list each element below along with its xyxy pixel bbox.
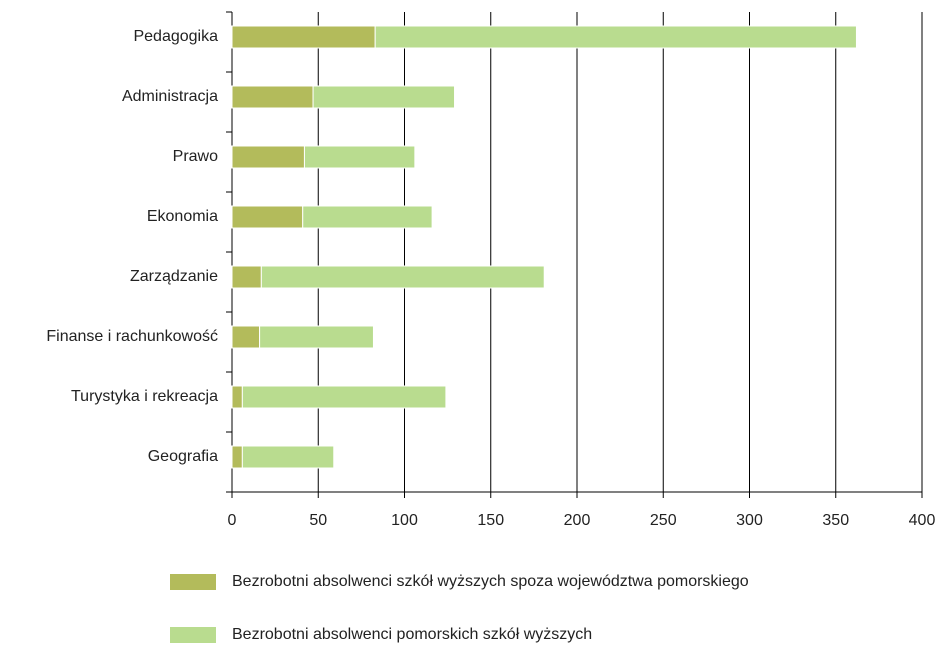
x-tick-label: 350 (822, 512, 849, 529)
x-tick-label: 0 (228, 512, 237, 529)
x-tick-label: 200 (564, 512, 591, 529)
legend-label: Bezrobotni absolwenci pomorskich szkół w… (232, 626, 592, 643)
y-tick-label: Pedagogika (133, 28, 218, 45)
x-tick-label: 400 (909, 512, 936, 529)
bar-segment (374, 25, 857, 49)
bar-segment (241, 385, 447, 409)
x-tick-label: 300 (736, 512, 763, 529)
bar-segment (231, 205, 304, 229)
y-tick-label: Turystyka i rekreacja (71, 388, 218, 405)
legend-swatch (170, 627, 216, 643)
bar-segment (260, 265, 545, 289)
bar-segment (231, 385, 243, 409)
y-tick-label: Prawo (173, 148, 218, 165)
x-tick-label: 100 (391, 512, 418, 529)
bar-segment (231, 445, 243, 469)
y-tick-label: Ekonomia (147, 208, 218, 225)
bar-segment (302, 205, 433, 229)
y-tick-label: Finanse i rachunkowość (46, 328, 218, 345)
bar-segment (312, 85, 456, 109)
bar-segment (303, 145, 416, 169)
legend-swatch (170, 574, 216, 590)
bar-segment (231, 145, 305, 169)
y-tick-label: Geografia (148, 448, 218, 465)
bar-segment (231, 25, 376, 49)
bar-segment (231, 325, 261, 349)
bar-segment (241, 445, 335, 469)
bar-segment (231, 85, 314, 109)
x-tick-label: 50 (309, 512, 327, 529)
legend-label: Bezrobotni absolwenci szkół wyższych spo… (232, 573, 749, 590)
y-tick-label: Zarządzanie (130, 268, 218, 285)
bar-segment (259, 325, 374, 349)
y-tick-label: Administracja (122, 88, 218, 105)
bar-segment (231, 265, 262, 289)
x-tick-label: 150 (477, 512, 504, 529)
x-tick-label: 250 (650, 512, 677, 529)
